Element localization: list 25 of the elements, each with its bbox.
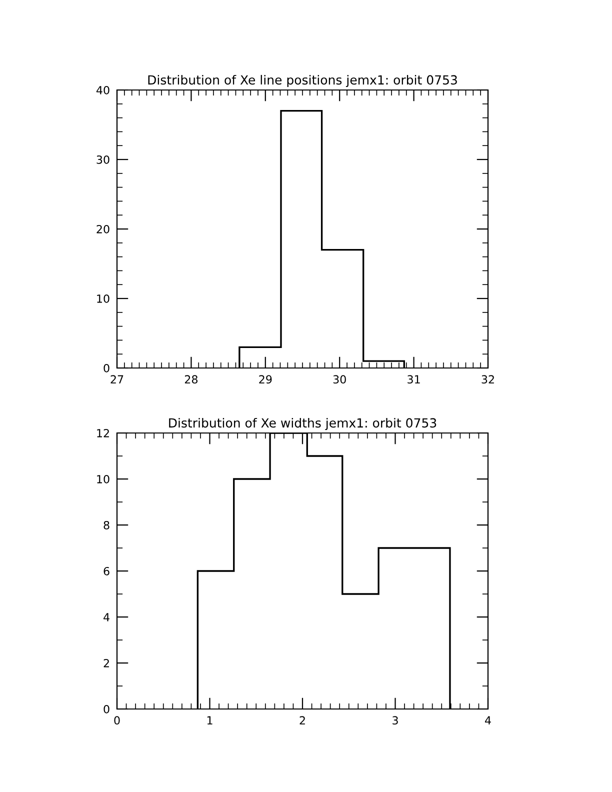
x-tick-label: 31 [408,375,420,384]
chart-title: Distribution of Xe widths jemx1: orbit 0753 [169,418,436,430]
x-tick-label: 4 [485,716,491,724]
x-tick-label: 1 [207,716,212,724]
y-tick-label: 12 [97,428,109,438]
y-tick-label: 2 [104,658,109,668]
y-tick-label: 10 [97,294,110,303]
x-tick-label: 28 [184,375,198,384]
x-tick-label: 29 [259,375,272,384]
y-tick-label: 0 [104,704,110,714]
y-tick-label: 10 [97,474,110,484]
x-tick-label: 2 [300,716,305,724]
x-tick-label: 30 [333,375,346,384]
chart-title: Distribution of Xe line positions jemx1: orbit 0753 [148,74,457,88]
x-tick-label: 3 [392,716,398,725]
y-tick-label: 4 [104,613,110,622]
y-tick-label: 6 [104,566,110,576]
x-tick-label: 32 [482,375,494,384]
y-tick-label: 40 [96,86,110,94]
y-tick-label: 20 [96,224,110,234]
y-tick-label: 8 [104,520,110,530]
x-tick-label: 0 [114,716,120,725]
y-tick-label: 30 [96,155,110,164]
x-tick-label: 27 [110,375,124,384]
y-tick-label: 0 [104,364,110,372]
